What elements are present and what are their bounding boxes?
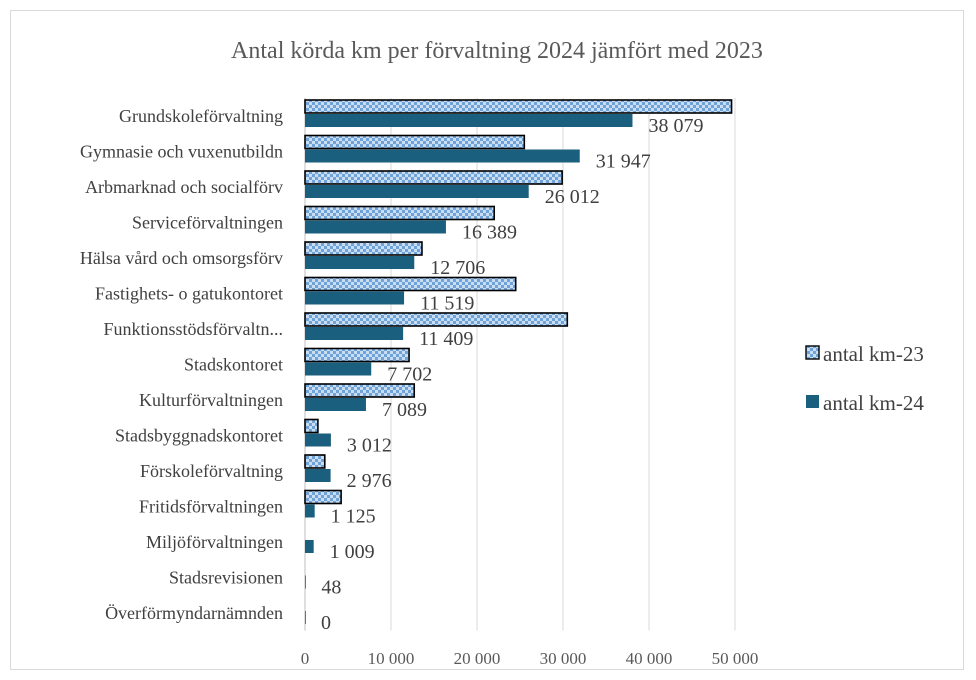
- bar-km-24: [305, 398, 366, 411]
- bar-km-24: [305, 149, 580, 163]
- category-label: Fastighets- o gatukontoret: [95, 284, 283, 304]
- bar-km-23: [304, 489, 342, 505]
- data-label: 11 409: [419, 328, 473, 350]
- bar-km-24: [305, 327, 404, 340]
- data-label: 7 702: [387, 364, 432, 386]
- x-tick-labels: 0 10 000 20 000 30 000 40 000 50 000: [301, 649, 759, 668]
- category-label: Förskoleförvaltning: [140, 461, 283, 481]
- x-tick-label: 10 000: [368, 649, 415, 668]
- data-label: 16 389: [462, 222, 517, 244]
- bar-km-24: [305, 575, 306, 589]
- category-label: Överförmyndarnämnden: [105, 603, 283, 623]
- category-label: Gymnasie och vuxenutbildn: [80, 142, 283, 162]
- data-label: 11 519: [420, 293, 474, 315]
- data-label: 1 009: [330, 541, 375, 563]
- category-labels: Grundskoleförvaltning Gymnasie och vuxenu…: [80, 106, 283, 623]
- bar-km-24: [305, 185, 529, 198]
- bar-km-24: [305, 540, 314, 553]
- x-tick-label: 0: [301, 649, 310, 668]
- bar-km-24: [305, 114, 633, 127]
- x-tick-label: 40 000: [626, 649, 673, 668]
- bar-km-23: [304, 205, 495, 221]
- legend-swatch-km-24: [806, 395, 819, 408]
- legend-label-km-24: antal km-24: [823, 391, 924, 415]
- data-label: 7 089: [382, 399, 427, 421]
- chart-title: Antal körda km per förvaltning 2024 jämf…: [231, 38, 763, 64]
- category-label: Funktionsstödsförvaltn...: [103, 319, 283, 339]
- category-label: Stadskontoret: [184, 355, 283, 375]
- category-label: Hälsa vård och omsorgsförv: [80, 248, 283, 268]
- bar-km-23: [304, 134, 526, 150]
- data-label: 3 012: [347, 435, 392, 457]
- data-label: 31 947: [596, 151, 651, 173]
- data-label: 12 706: [430, 257, 485, 279]
- category-label: Fritidsförvaltningen: [139, 497, 283, 517]
- bar-km-24: [305, 291, 405, 305]
- bar-km-23: [304, 312, 569, 327]
- bar-km-24: [305, 256, 415, 269]
- bar-km-24: [305, 220, 446, 234]
- bar-km-23: [304, 347, 410, 363]
- bar-km-23: [304, 170, 563, 185]
- bar-km-23: [304, 454, 326, 469]
- x-tick-label: 30 000: [540, 649, 587, 668]
- data-label: 0: [321, 612, 331, 634]
- bar-km-23: [304, 383, 416, 398]
- data-label: 1 125: [331, 506, 376, 528]
- bars: [304, 99, 733, 624]
- data-label: 26 012: [545, 186, 600, 208]
- category-label: Miljöförvaltningen: [146, 532, 283, 552]
- data-label: 48: [321, 577, 341, 599]
- bar-km-23: [304, 276, 517, 292]
- x-tick-label: 20 000: [454, 649, 501, 668]
- data-label: 38 079: [648, 115, 703, 137]
- category-label: Grundskoleförvaltning: [119, 106, 283, 126]
- legend-label-km-23: antal km-23: [823, 342, 924, 366]
- category-label: Stadsbyggnadskontoret: [115, 426, 283, 446]
- data-labels: 38 079 31 947 26 012 16 389 12 706 11 519 11 4…: [321, 115, 703, 634]
- bar-km-23: [304, 418, 319, 434]
- data-label: 2 976: [347, 470, 392, 492]
- bar-km-23: [304, 241, 423, 256]
- bar-km-23: [304, 99, 733, 114]
- x-tick-label: 50 000: [712, 649, 759, 668]
- legend: antal km-23 antal km-24: [805, 342, 924, 415]
- bar-km-24: [305, 504, 315, 518]
- category-label: Kulturförvaltningen: [139, 390, 283, 410]
- category-label: Stadsrevisionen: [169, 568, 283, 588]
- bar-km-24: [305, 611, 306, 624]
- bar-km-24: [305, 362, 372, 376]
- legend-swatch-km-23: [805, 345, 820, 360]
- bar-km-24: [305, 433, 331, 447]
- category-label: Serviceförvaltningen: [132, 213, 283, 233]
- category-label: Arbmarknad och socialförv: [85, 177, 283, 197]
- bar-km-24: [305, 469, 331, 482]
